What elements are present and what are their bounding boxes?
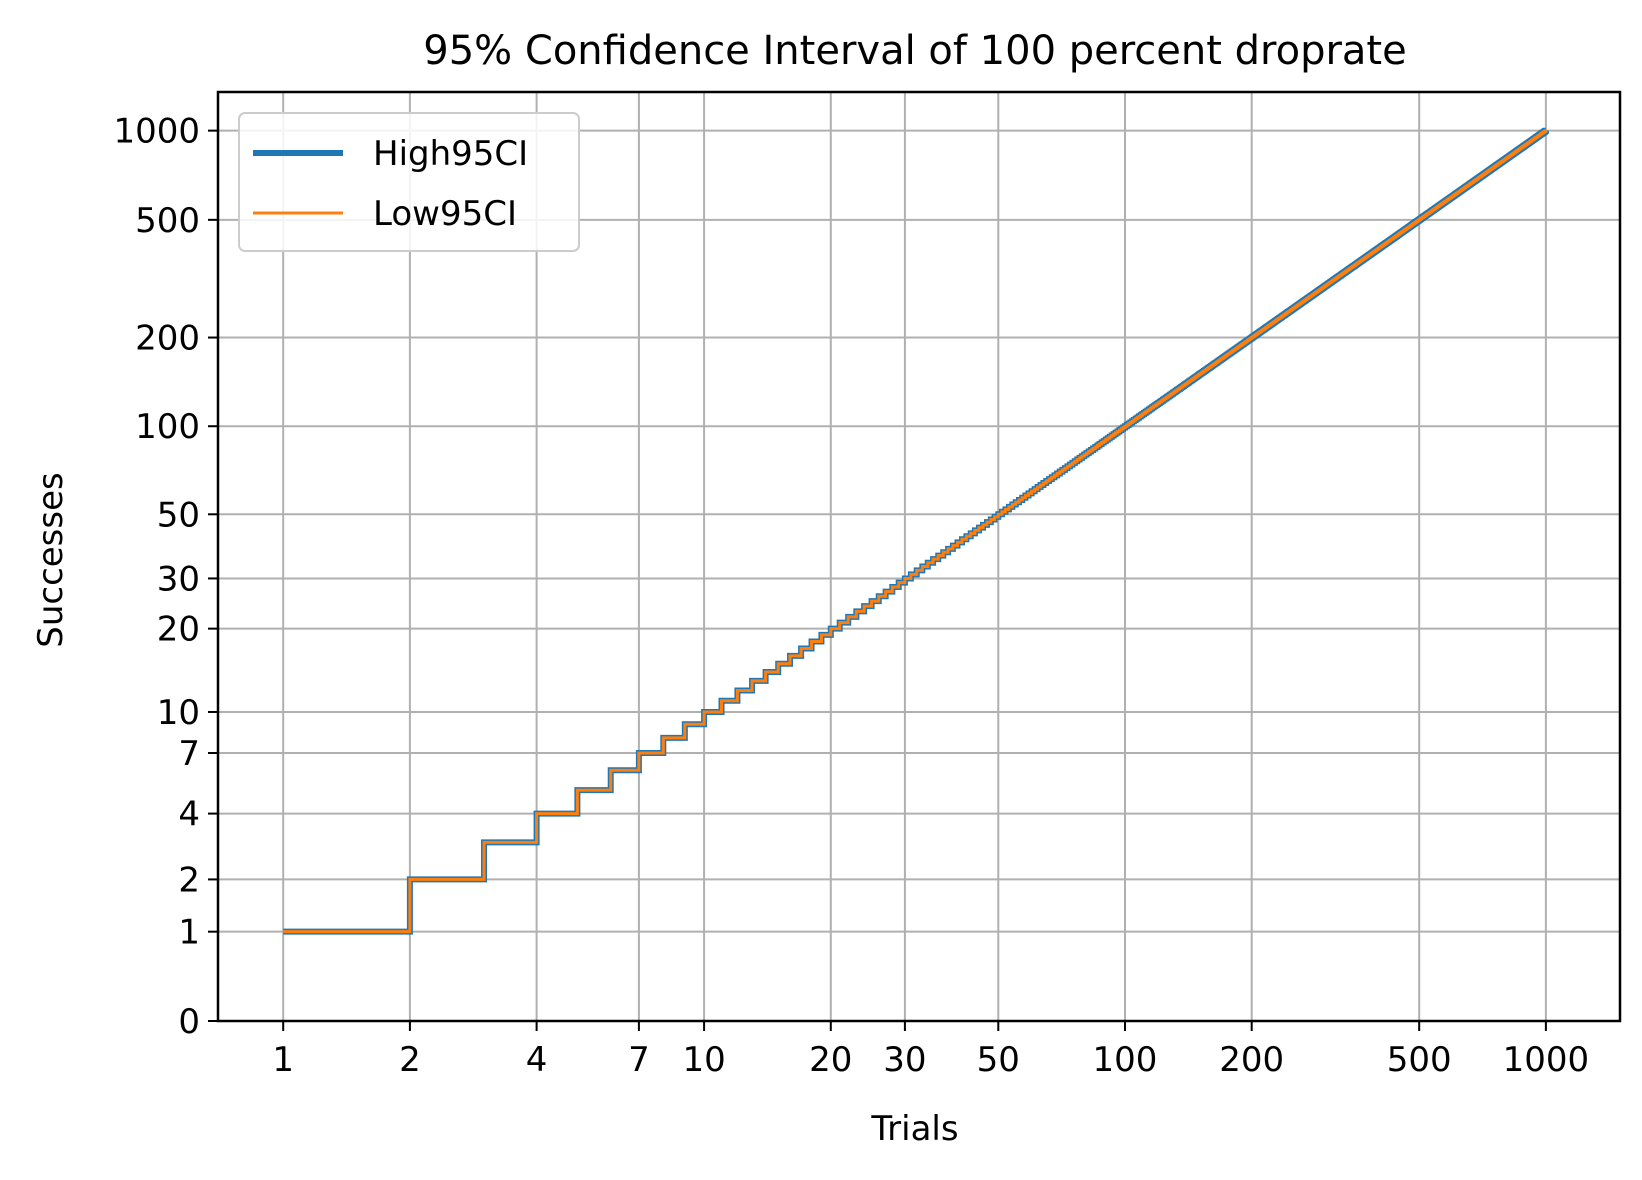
x-tick-label: 7 (628, 1040, 650, 1080)
legend-box (238, 112, 580, 252)
legend: High95CI Low95CI (238, 112, 580, 252)
legend-label-low95ci: Low95CI (373, 194, 517, 234)
y-tick-label: 500 (135, 201, 200, 241)
y-tick-label: 7 (178, 734, 200, 774)
x-tick-label: 20 (809, 1040, 852, 1080)
chart-title: 95% Confidence Interval of 100 percent d… (423, 28, 1406, 74)
plot-frame (216, 90, 1622, 1023)
legend-label-high95ci: High95CI (373, 134, 528, 174)
x-tick-label: 200 (1219, 1040, 1284, 1080)
y-tick-label: 4 (178, 795, 200, 835)
x-tick-label: 1000 (1503, 1040, 1590, 1080)
y-tick-label: 1000 (113, 112, 200, 152)
y-tick-label: 0 (178, 1002, 200, 1042)
x-axis-title: Trials (870, 1109, 958, 1149)
series-layer (283, 127, 1549, 935)
x-tick-label: 100 (1093, 1040, 1158, 1080)
y-tick-label: 10 (157, 693, 200, 733)
y-tick-label: 20 (157, 610, 200, 650)
axes (208, 90, 1622, 1031)
x-tick-label: 50 (977, 1040, 1020, 1080)
x-tick-label: 1 (272, 1040, 294, 1080)
y-tick-label: 50 (157, 495, 200, 535)
x-tick-label: 4 (526, 1040, 548, 1080)
x-tick-label: 500 (1387, 1040, 1452, 1080)
series-line-low95ci (283, 129, 1548, 934)
y-tick-label: 30 (157, 559, 200, 599)
tick-labels: 1 2 4 7 10 20 30 50 100 200 500 1000012471020305010… (113, 112, 1589, 1080)
x-tick-label: 30 (883, 1040, 926, 1080)
y-tick-label: 200 (135, 319, 200, 359)
x-tick-label: 10 (682, 1040, 725, 1080)
x-tick-label: 2 (399, 1040, 421, 1080)
y-tick-label: 2 (178, 860, 200, 900)
y-axis-title: Successes (31, 472, 71, 648)
y-tick-label: 1 (178, 913, 200, 953)
y-tick-label: 100 (135, 407, 200, 447)
